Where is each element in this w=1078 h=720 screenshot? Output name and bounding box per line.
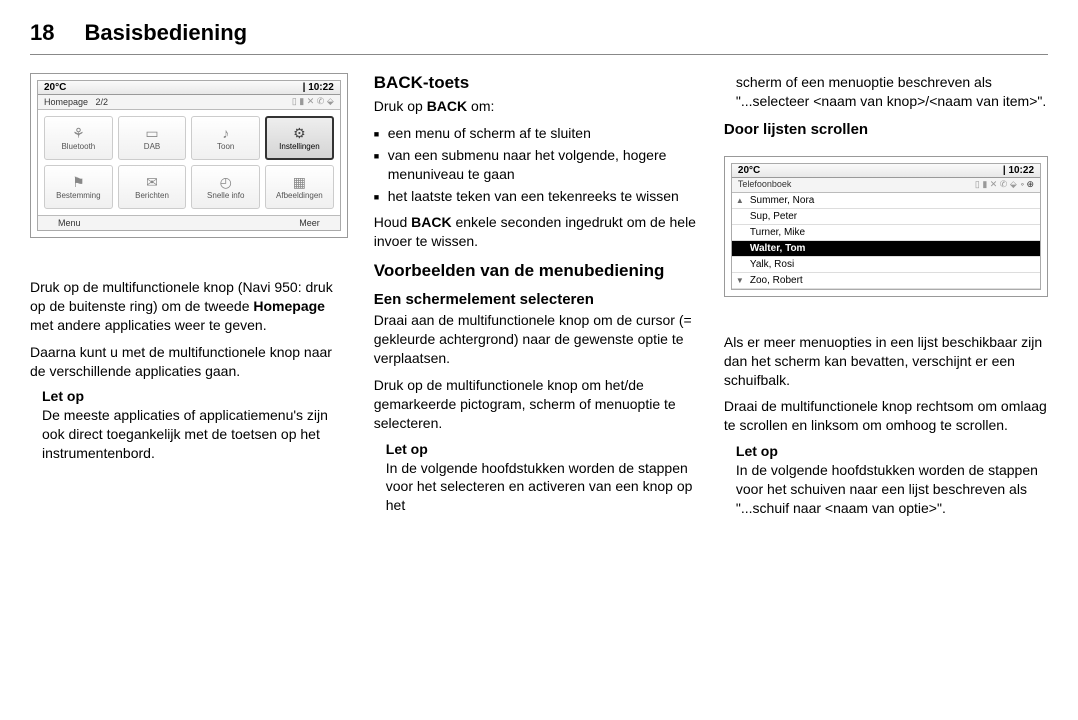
scr-time: | 10:22 [303,82,334,93]
tile-label: Instellingen [279,142,319,151]
back-list-item: het laatste teken van een tekenreeks te … [374,187,698,206]
heading-voorbeelden: Voorbeelden van de menubediening [374,261,698,281]
back-list-item: een menu of scherm af te sluiten [374,124,698,143]
homepage-screenshot: 20°C | 10:22 Homepage 2/2 ▯ ▮ ✕ ✆ ⬙ ⚘ Blu… [30,73,348,238]
tile-icon: ◴ [220,175,232,189]
note-title: Let op [42,388,348,404]
list-row: ▼Zoo, Robert [732,273,1040,289]
column-3: scherm of een menuoptie beschreven als "… [724,73,1048,528]
page-header: 18 Basisbediening [30,20,1048,46]
column-1: 20°C | 10:22 Homepage 2/2 ▯ ▮ ✕ ✆ ⬙ ⚘ Blu… [30,73,348,528]
page-title: Basisbediening [84,20,247,46]
tile-label: Bestemming [56,191,100,200]
app-tile: ⚙ Instellingen [265,116,334,160]
tile-icon: ⚙ [293,126,306,140]
phonebook-list: ▲Summer, Nora Sup, Peter Turner, Mike Walte… [732,193,1040,289]
sel-p1: Draai aan de multifunctionele knop om de… [374,311,698,368]
list-row: Walter, Tom [732,241,1040,257]
app-grid: ⚘ Bluetooth ▭ DAB ♪ Toon ⚙ Instellingen ⚑ Bestemm… [38,110,340,215]
tile-icon: ✉ [146,175,158,189]
tile-label: Bluetooth [61,142,95,151]
col3-note: Let op In de volgende hoofdstukken worde… [724,443,1048,518]
list-row: ▲Summer, Nora [732,193,1040,209]
col3-p1: Als er meer menuopties in een lijst besc… [724,333,1048,390]
tile-label: DAB [144,142,160,151]
content-columns: 20°C | 10:22 Homepage 2/2 ▯ ▮ ✕ ✆ ⬙ ⚘ Blu… [30,73,1048,528]
tile-icon: ⚑ [72,175,85,189]
tile-label: Berichten [135,191,169,200]
column-2: BACK-toets Druk op BACK om: een menu of … [374,73,698,528]
scr2-temp: 20°C [738,165,760,176]
scroll-arrow-icon: ▼ [736,276,750,285]
phonebook-screenshot: 20°C | 10:22 Telefoonboek ▯ ▮ ✕ ✆ ⬙ ◦ ⊕ … [724,156,1048,297]
note-body: In de volgende hoofdstukken worden de st… [736,461,1048,518]
contact-name: Summer, Nora [750,195,814,206]
col1-note: Let op De meeste applicaties of applicat… [30,388,348,463]
sel-p2: Druk op de multifunctionele knop om het/… [374,376,698,433]
scr2-time: | 10:22 [1003,165,1034,176]
scr2-status-icons: ▯ ▮ ✕ ✆ ⬙ ◦ ⊕ [975,179,1034,190]
list-row: Yalk, Rosi [732,257,1040,273]
tile-label: Snelle info [207,191,244,200]
app-tile: ♪ Toon [191,116,260,160]
contact-name: Turner, Mike [750,227,805,238]
note-body: De meeste applicaties of applicatiemenu'… [42,406,348,463]
contact-name: Walter, Tom [750,243,806,254]
scr-status-icons: ▯ ▮ ✕ ✆ ⬙ [292,96,334,107]
app-tile: ⚑ Bestemming [44,165,113,209]
contact-name: Yalk, Rosi [750,259,794,270]
app-tile: ▦ Afbeeldingen [265,165,334,209]
back-intro: Druk op BACK om: [374,97,698,116]
heading-select: Een schermelement selecteren [374,291,698,308]
back-list: een menu of scherm af te sluiten van een … [374,124,698,206]
back-list-item: van een submenu naar het volgende, hoger… [374,146,698,184]
note-title: Let op [736,443,1048,459]
list-row: Turner, Mike [732,225,1040,241]
tile-icon: ▦ [293,175,306,189]
app-tile: ⚘ Bluetooth [44,116,113,160]
note-body: In de volgende hoofdstukken worden de st… [386,459,698,516]
scr-subtitle: Homepage 2/2 [44,97,108,107]
tile-label: Toon [217,142,234,151]
page-number: 18 [30,20,54,46]
header-rule [30,54,1048,55]
col3-p2: Draai de multifunctionele knop rechtsom … [724,397,1048,435]
tile-label: Afbeeldingen [276,191,323,200]
scr-bot-left: Menu [58,218,81,228]
scr-temp: 20°C [44,82,66,93]
tile-icon: ♪ [222,126,229,140]
scr-bot-right: Meer [299,218,320,228]
app-tile: ▭ DAB [118,116,187,160]
contact-name: Zoo, Robert [750,275,803,286]
col1-p2: Daarna kunt u met de multifunctionele kn… [30,343,348,381]
tile-icon: ⚘ [72,126,85,140]
note-title: Let op [386,441,698,457]
app-tile: ✉ Berichten [118,165,187,209]
list-row: Sup, Peter [732,209,1040,225]
heading-back-toets: BACK-toets [374,73,698,93]
heading-scroll: Door lijsten scrollen [724,121,1048,138]
col2-note: Let op In de volgende hoofdstukken worde… [374,441,698,516]
back-hold: Houd BACK enkele seconden ingedrukt om d… [374,213,698,251]
col3-continuation: scherm of een menuoptie beschreven als "… [724,73,1048,111]
scroll-arrow-icon: ▲ [736,196,750,205]
col1-p1: Druk op de multifunctionele knop (Navi 9… [30,278,348,335]
scr2-subtitle: Telefoonboek [738,179,792,189]
contact-name: Sup, Peter [750,211,797,222]
app-tile: ◴ Snelle info [191,165,260,209]
tile-icon: ▭ [145,126,158,140]
